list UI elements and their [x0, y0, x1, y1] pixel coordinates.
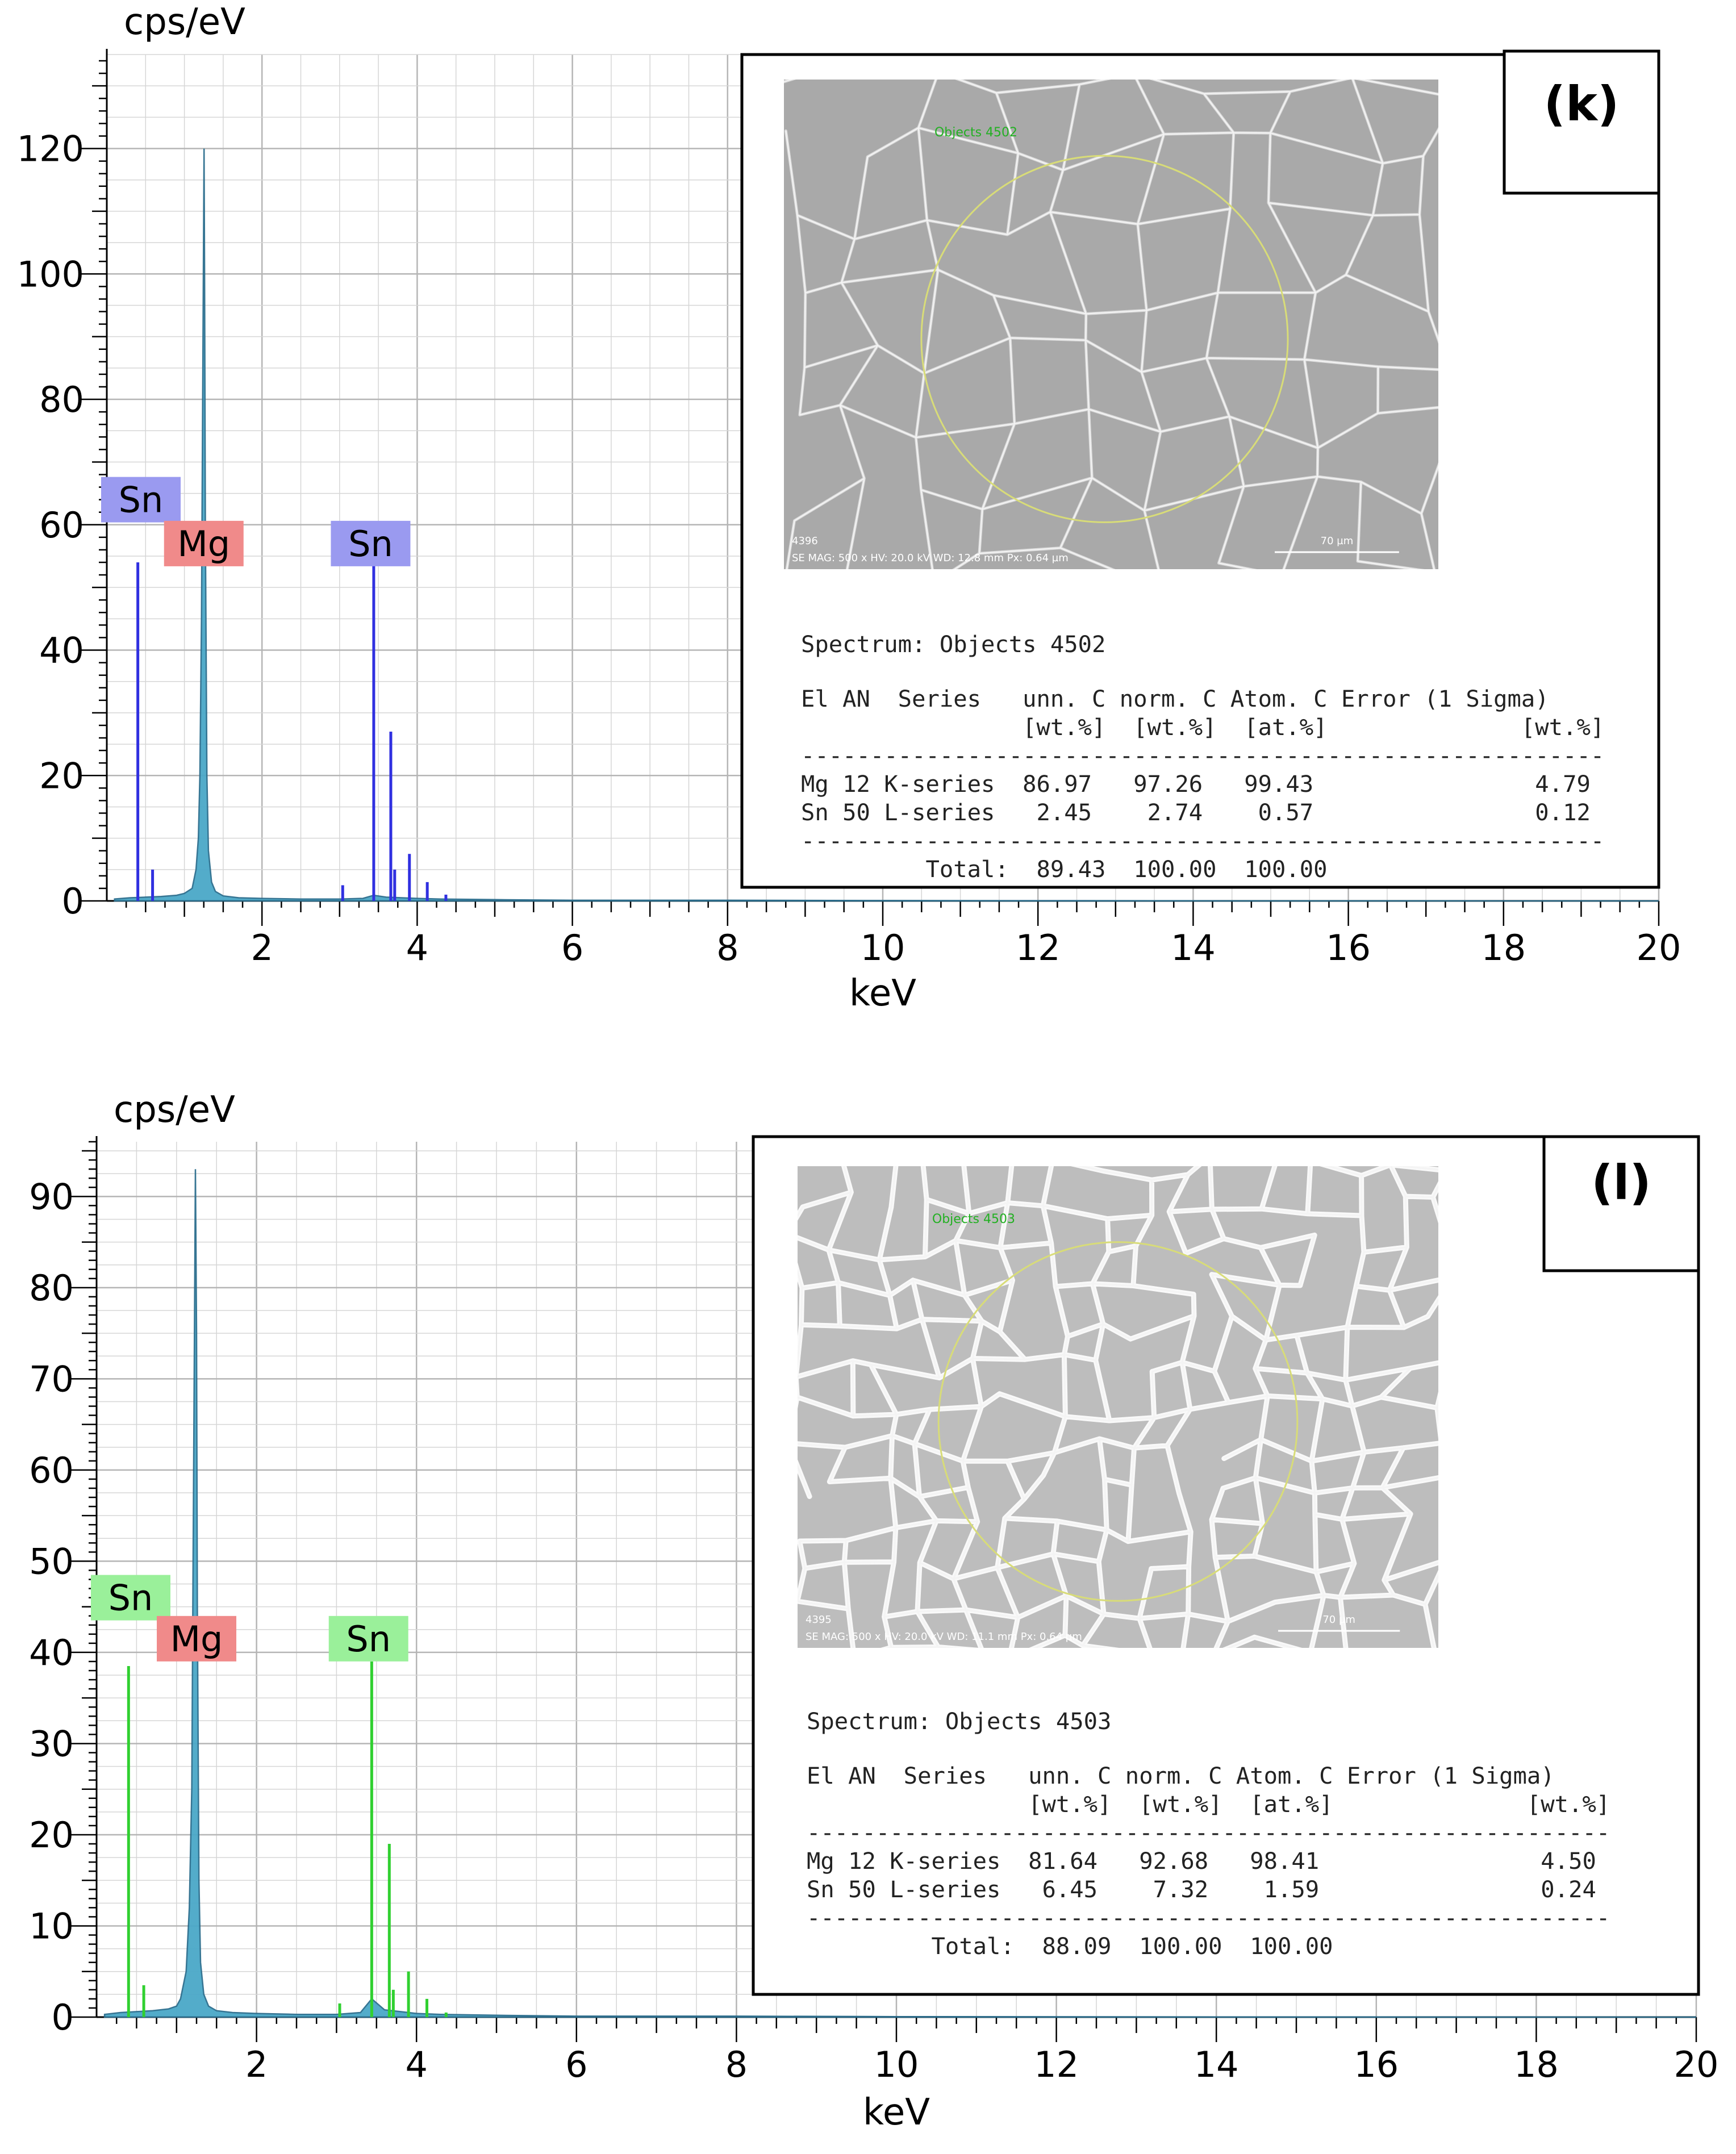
- table-row: Mg 12 K-series 86.97 97.26 99.43 4.79: [801, 770, 1591, 798]
- y-axis-label: cps/eV: [114, 1089, 235, 1131]
- y-tick-label: 20: [29, 1814, 74, 1856]
- y-tick-label: 60: [29, 1450, 74, 1491]
- sem-footer-id: 4396: [792, 535, 818, 547]
- y-tick-label: 0: [62, 880, 84, 922]
- table-divider: ----------------------------------------…: [801, 827, 1604, 854]
- y-tick-label: 60: [39, 504, 84, 546]
- x-tick-label: 8: [725, 2044, 748, 2085]
- table-header-units: [wt.%] [wt.%] [at.%] [wt.%]: [807, 1790, 1610, 1818]
- table-header: El AN Series unn. C norm. C Atom. C Erro…: [807, 1762, 1555, 1789]
- spectrum-area: [114, 148, 1659, 902]
- scale-bar-label: 70 µm: [1322, 1614, 1355, 1626]
- y-tick-label: 70: [29, 1358, 74, 1400]
- table-row: Sn 50 L-series 6.45 7.32 1.59 0.24: [807, 1876, 1596, 1903]
- table-divider: ----------------------------------------…: [807, 1904, 1610, 1931]
- panel-tag-box: [1542, 1135, 1700, 1272]
- y-tick-label: 120: [17, 128, 84, 170]
- table-total: Total: 89.43 100.00 100.00: [801, 855, 1328, 883]
- x-tick-label: 16: [1354, 2044, 1399, 2085]
- y-tick-label: 100: [17, 253, 84, 295]
- x-tick-label: 8: [716, 927, 738, 969]
- x-tick-label: 6: [565, 2044, 587, 2085]
- x-tick-label: 4: [405, 2044, 427, 2085]
- analysis-region-circle: [937, 1241, 1299, 1602]
- sem-background: [784, 80, 1438, 569]
- inset-panel: Objects 4503 4395 SE MAG: 500 x HV: 20.0 k…: [752, 1135, 1700, 1996]
- x-tick-label: 10: [861, 927, 905, 969]
- sem-footer-info: SE MAG: 500 x HV: 20.0 kV WD: 12.8 mm Px…: [792, 552, 1069, 564]
- x-tick-label: 18: [1481, 927, 1526, 969]
- element-label-box: [328, 1616, 408, 1662]
- element-label-box: [91, 1575, 170, 1621]
- chart-panel-l: 2 4 6 8 10 12 14 16 18 20 0 10 20 30 40 50 60 70 80 90 cps/e…: [29, 1089, 1718, 2134]
- y-tick-label: 0: [52, 1997, 74, 2038]
- element-label-mg: Mg: [170, 1618, 223, 1660]
- y-tick-label: 90: [29, 1176, 74, 1217]
- scale-bar-label: 70 µm: [1321, 535, 1354, 547]
- sem-object-label: Objects 4503: [932, 1212, 1015, 1226]
- sem-grain-boundaries-core: [798, 1166, 1438, 1648]
- x-axis-label: keV: [863, 2092, 930, 2134]
- x-tick-label: 6: [561, 927, 583, 969]
- x-axis-label: keV: [849, 972, 916, 1015]
- panel-label: (k): [1544, 76, 1620, 132]
- analysis-region-circle: [920, 155, 1289, 523]
- x-tick-label: 12: [1016, 927, 1061, 969]
- table-row: Sn 50 L-series 2.45 2.74 0.57 0.12: [801, 799, 1591, 826]
- y-tick-label: 80: [39, 379, 84, 420]
- panel-label: (l): [1591, 1155, 1651, 1210]
- table-divider: ----------------------------------------…: [801, 742, 1604, 769]
- inset-panel: Objects 4502 4396 SE MAG: 500 x HV: 20.0 k…: [740, 49, 1660, 889]
- spectrum-area: [103, 1169, 1697, 2018]
- x-tick-label: 2: [251, 927, 273, 969]
- y-tick-label: 40: [29, 1632, 74, 1673]
- y-tick-label: 80: [29, 1267, 74, 1309]
- element-label-box: [157, 1616, 236, 1662]
- x-tick-label: 20: [1674, 2044, 1719, 2085]
- y-axis-label: cps/eV: [124, 1, 245, 43]
- element-label-sn: Sn: [108, 1577, 153, 1619]
- y-tick-label: 50: [29, 1541, 74, 1582]
- y-tick-label: 20: [39, 755, 84, 796]
- x-tick-label: 20: [1637, 927, 1681, 969]
- sem-object-label: Objects 4502: [934, 126, 1017, 140]
- element-label-sn: Sn: [348, 523, 393, 565]
- sem-micrograph: Objects 4502 4396 SE MAG: 500 x HV: 20.0 k…: [784, 80, 1438, 569]
- y-tick-label: 40: [39, 630, 84, 671]
- element-label-box: [101, 477, 181, 523]
- x-tick-label: 14: [1171, 927, 1216, 969]
- sem-footer-info: SE MAG: 500 x HV: 20.0 kV WD: 11.1 mm Px…: [806, 1631, 1082, 1643]
- table-divider: ----------------------------------------…: [807, 1819, 1610, 1846]
- element-label-box: [164, 520, 244, 566]
- y-tick-label: 10: [29, 1905, 74, 1947]
- x-tick-label: 2: [245, 2044, 268, 2085]
- x-tick-label: 10: [874, 2044, 919, 2085]
- spectrum-title: Spectrum: Objects 4502: [801, 631, 1105, 658]
- spectrum-title: Spectrum: Objects 4503: [807, 1708, 1111, 1735]
- table-header-units: [wt.%] [wt.%] [at.%] [wt.%]: [801, 713, 1604, 741]
- element-label-sn: Sn: [346, 1618, 391, 1660]
- x-tick-label: 4: [406, 927, 428, 969]
- chart-panel-k: 2 4 6 8 10 12 14 16 18 20 0 20 40 60 80 100 120 cps/eV keV…: [17, 1, 1681, 1015]
- table-header: El AN Series unn. C norm. C Atom. C Erro…: [801, 685, 1549, 712]
- table-total: Total: 88.09 100.00 100.00: [807, 1932, 1333, 1960]
- sem-micrograph: Objects 4503 4395 SE MAG: 500 x HV: 20.0 k…: [798, 1166, 1438, 1648]
- x-tick-label: 14: [1194, 2044, 1239, 2085]
- sem-footer-id: 4395: [806, 1614, 832, 1626]
- element-label-box: [331, 520, 411, 566]
- element-label-sn: Sn: [119, 479, 164, 521]
- panel-tag-box: [1503, 49, 1660, 195]
- element-label-mg: Mg: [177, 523, 230, 565]
- x-tick-label: 12: [1034, 2044, 1079, 2085]
- table-row: Mg 12 K-series 81.64 92.68 98.41 4.50: [807, 1847, 1596, 1875]
- x-tick-label: 16: [1326, 927, 1371, 969]
- x-tick-label: 18: [1514, 2044, 1559, 2085]
- y-tick-label: 30: [29, 1723, 74, 1764]
